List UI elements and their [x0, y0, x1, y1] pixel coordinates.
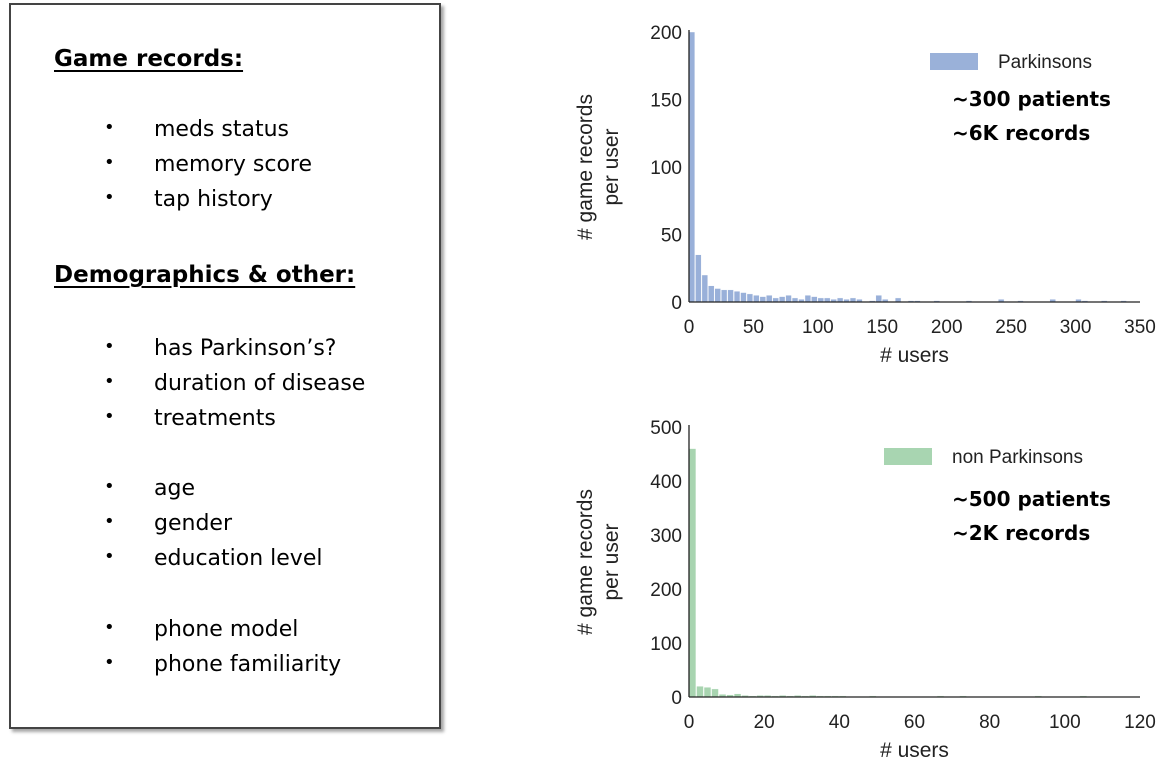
y-axis-label: per user	[600, 523, 623, 600]
annotation-text: ~500 patients	[952, 487, 1111, 511]
histogram-bar	[721, 289, 728, 303]
list-item-label: memory score	[154, 152, 313, 177]
x-tick-label: 80	[979, 712, 1000, 733]
histogram-bar	[804, 295, 812, 303]
histogram-bar	[727, 289, 734, 303]
histogram-bar	[708, 285, 715, 303]
y-tick-label: 50	[661, 226, 682, 247]
histogram-bar	[688, 31, 696, 303]
bullet-icon: •	[104, 617, 115, 638]
y-tick-label: 100	[650, 634, 682, 655]
y-tick-label: 400	[650, 472, 682, 493]
bullet-icon: •	[104, 152, 115, 173]
x-tick-label: 200	[931, 317, 963, 338]
x-tick-label: 40	[829, 712, 850, 733]
histogram-bar	[779, 296, 786, 303]
x-axis-label: # users	[880, 344, 949, 367]
x-tick-label: 60	[904, 712, 925, 733]
y-tick-label: 200	[650, 23, 682, 44]
section-heading: Game records:	[54, 46, 244, 72]
histogram-bar	[740, 292, 747, 303]
list-item-label: duration of disease	[154, 371, 366, 396]
list-item-label: has Parkinson’s?	[154, 336, 337, 361]
y-axis-label: # game records	[574, 489, 597, 635]
bullet-icon: •	[104, 652, 115, 673]
legend-label: non Parkinsons	[952, 447, 1083, 468]
list-item-label: gender	[154, 511, 232, 536]
x-tick-label: 350	[1124, 317, 1156, 338]
section-heading: Demographics & other:	[54, 262, 356, 288]
y-tick-label: 100	[650, 158, 682, 179]
histogram-bar	[746, 293, 754, 303]
bullet-icon: •	[104, 117, 115, 138]
histogram-bar	[696, 686, 704, 698]
bullet-icon: •	[104, 511, 115, 532]
y-axis-label: # game records	[574, 94, 597, 240]
x-tick-label: 120	[1124, 712, 1156, 733]
histogram-bar	[714, 288, 721, 303]
x-tick-label: 100	[1049, 712, 1081, 733]
bullet-icon: •	[104, 406, 115, 427]
y-tick-label: 200	[650, 580, 682, 601]
bullet-icon: •	[104, 371, 115, 392]
histogram-bar	[695, 254, 702, 303]
x-tick-label: 50	[743, 317, 764, 338]
x-tick-label: 0	[684, 712, 695, 733]
annotation-text: ~2K records	[952, 521, 1090, 545]
y-tick-label: 150	[650, 91, 682, 112]
histogram-bar	[733, 291, 741, 303]
y-tick-label: 0	[671, 688, 682, 709]
x-tick-label: 20	[754, 712, 775, 733]
list-item-label: education level	[154, 546, 323, 571]
x-axis-label: # users	[880, 739, 949, 762]
annotation-text: ~300 patients	[952, 87, 1111, 111]
list-item-label: tap history	[154, 187, 273, 212]
legend-swatch	[884, 448, 932, 465]
list-item-label: phone model	[154, 617, 299, 642]
histogram-bar	[766, 295, 773, 303]
histogram-bar	[875, 295, 882, 303]
histogram-bar	[701, 274, 708, 303]
y-axis-label: per user	[600, 128, 623, 205]
bullet-icon: •	[104, 546, 115, 567]
info-panel	[9, 3, 441, 729]
legend-label: Parkinsons	[998, 52, 1092, 73]
bullet-icon: •	[104, 336, 115, 357]
x-tick-label: 150	[866, 317, 898, 338]
annotation-text: ~6K records	[952, 121, 1090, 145]
x-tick-label: 0	[684, 317, 695, 338]
histogram-bar	[753, 295, 760, 303]
y-tick-label: 500	[650, 418, 682, 439]
histogram-bar	[759, 296, 766, 303]
bullet-icon: •	[104, 476, 115, 497]
list-item-label: meds status	[154, 117, 289, 142]
histogram-bar	[811, 296, 818, 303]
histogram-bar	[785, 295, 792, 303]
histogram-bar	[711, 688, 719, 698]
list-item-label: treatments	[154, 406, 276, 431]
y-tick-label: 0	[671, 293, 682, 314]
x-tick-label: 300	[1060, 317, 1092, 338]
x-tick-label: 100	[802, 317, 834, 338]
bullet-icon: •	[104, 187, 115, 208]
y-tick-label: 300	[650, 526, 682, 547]
list-item-label: phone familiarity	[154, 652, 342, 677]
histogram-bar	[703, 687, 712, 698]
list-item-label: age	[154, 476, 195, 501]
legend-swatch	[930, 53, 978, 70]
histogram-bar	[688, 448, 697, 698]
x-tick-label: 250	[995, 317, 1027, 338]
